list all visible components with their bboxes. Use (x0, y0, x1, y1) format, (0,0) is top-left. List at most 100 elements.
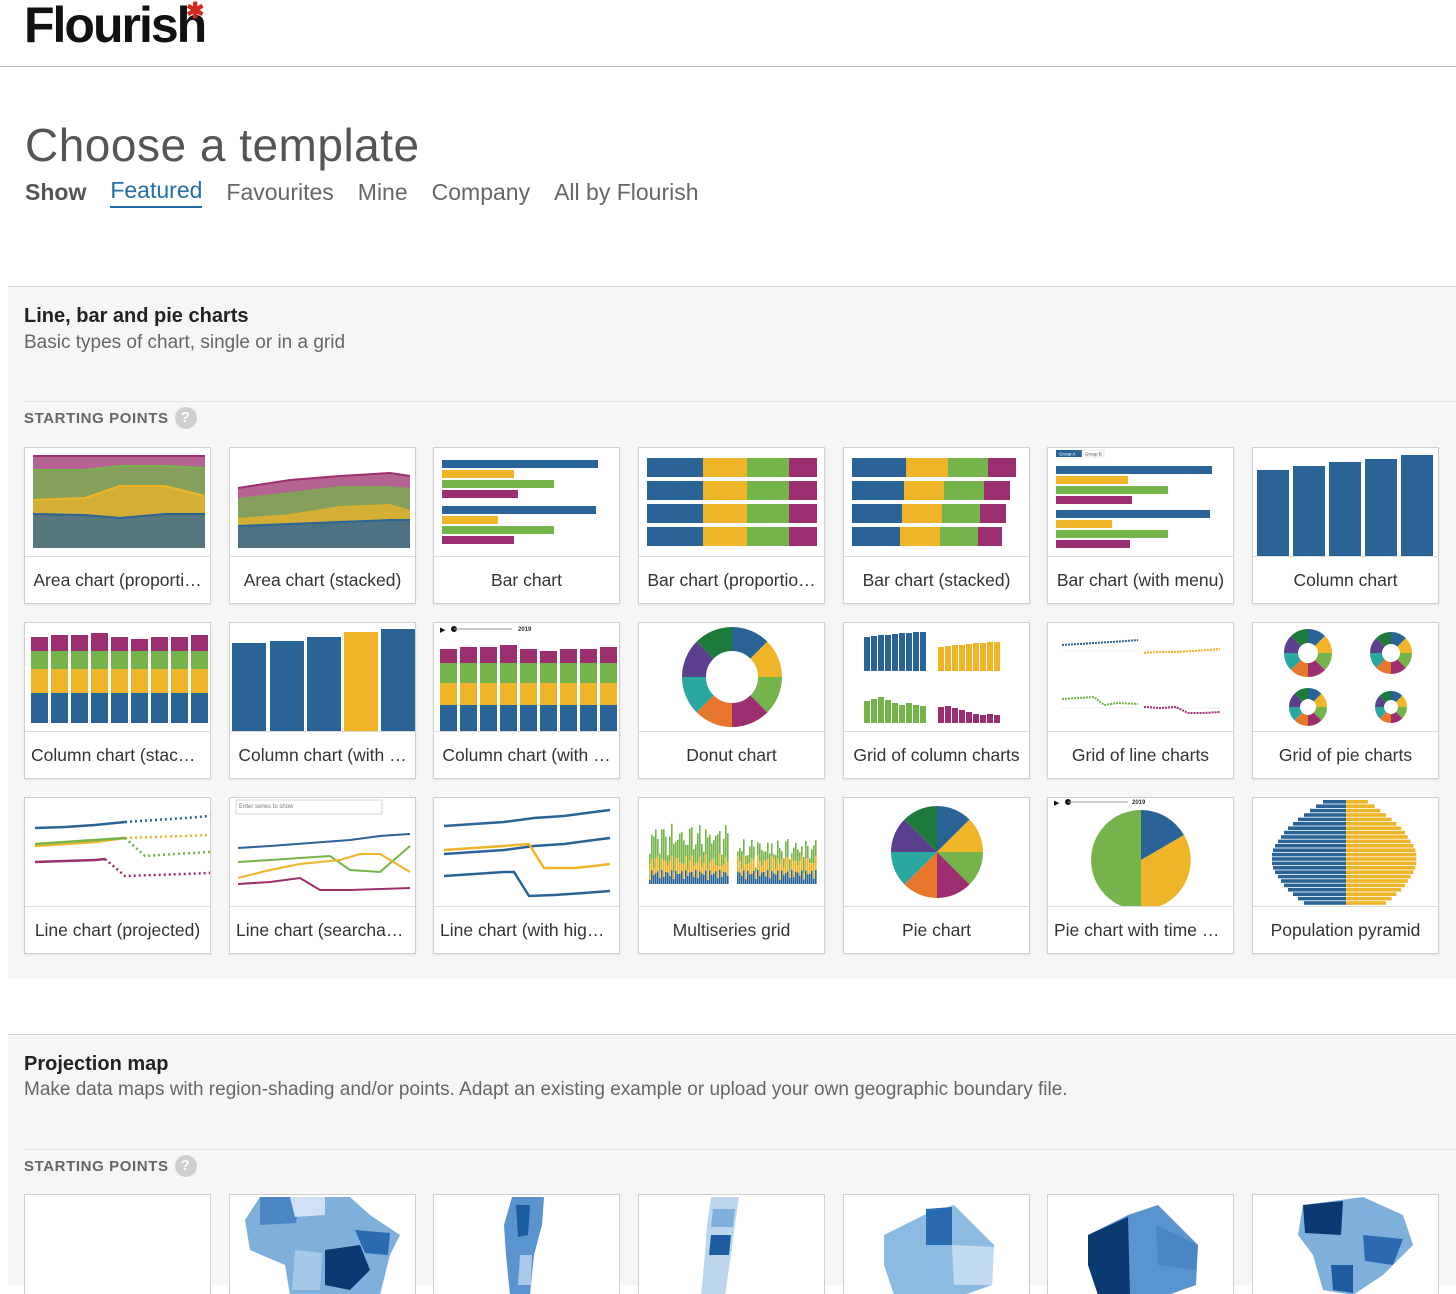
column-segment (171, 669, 188, 693)
series-bar (799, 852, 801, 861)
map-card-australia-dark[interactable] (1047, 1194, 1234, 1294)
pyramid-bar (1298, 817, 1346, 822)
filter-company[interactable]: Company (431, 178, 531, 205)
slice (1370, 638, 1385, 653)
series-bar (813, 845, 815, 864)
column-segment (171, 693, 188, 723)
series-bar (811, 849, 813, 864)
template-card-bar-stacked[interactable]: Bar chart (stacked) (843, 447, 1030, 604)
series-bar (693, 865, 695, 877)
column-segment (131, 693, 148, 723)
series-bar (711, 874, 713, 884)
column-segment (520, 705, 537, 731)
series-bar (687, 875, 689, 884)
series-bar (677, 857, 679, 874)
series-bar (787, 856, 789, 872)
template-card-column-with-highlight[interactable]: Column chart (with … (229, 622, 416, 779)
map-card-blank[interactable] (24, 1194, 211, 1294)
template-card-grid-of-line-charts[interactable]: Grid of line charts (1047, 622, 1234, 779)
filter-mine[interactable]: Mine (357, 178, 408, 205)
help-icon[interactable]: ? (174, 1155, 197, 1177)
pyramid-bar (1278, 874, 1346, 879)
template-card-bar-with-menu[interactable]: Group A Group B Bar chart (with menu) (1047, 447, 1234, 604)
column-segment (191, 669, 208, 693)
filter-all-by-flourish[interactable]: All by Flourish (554, 178, 699, 205)
series-bar (723, 864, 725, 872)
template-card-column-with-slider[interactable]: ▶ 2019 Column chart (with … (433, 622, 620, 779)
slice (891, 819, 937, 852)
column-segment (560, 649, 577, 663)
map-card-south-america-region[interactable] (638, 1194, 825, 1294)
template-card-line-highlights[interactable]: Line chart (with high… (433, 797, 620, 954)
series-bar (707, 869, 709, 880)
series-bar (687, 844, 689, 870)
column-segment (580, 705, 597, 731)
column-segment (131, 639, 148, 651)
series-bar (765, 851, 767, 861)
column-segment (71, 635, 88, 651)
thumbnail: Enter series to show (230, 798, 415, 906)
series-bar (669, 875, 671, 884)
series-bar (745, 855, 747, 865)
series-bar (719, 870, 721, 884)
column-segment (440, 683, 457, 705)
column-segment (91, 633, 108, 651)
series-bar (799, 875, 801, 884)
map-card-brazil[interactable] (1252, 1194, 1439, 1294)
template-card-donut-chart[interactable]: Donut chart (638, 622, 825, 779)
slice (1395, 707, 1407, 719)
template-card-line-searchable[interactable]: Enter series to show Line chart (searcha… (229, 797, 416, 954)
series-bar (649, 864, 651, 880)
pyramid-bar (1346, 808, 1381, 813)
series-bar (711, 859, 713, 875)
play-icon: ▶ (1054, 799, 1060, 807)
series-bar (757, 870, 759, 884)
slice (1291, 660, 1308, 677)
series-bar (723, 838, 725, 865)
template-card-bar-chart[interactable]: Bar chart (433, 447, 620, 604)
series-bar (747, 870, 749, 884)
template-card-area-stacked[interactable]: Area chart (stacked) (229, 447, 416, 604)
card-label: Bar chart (434, 556, 619, 603)
filter-favourites[interactable]: Favourites (226, 178, 334, 205)
pyramid-bar (1275, 844, 1346, 848)
slice (1294, 712, 1308, 726)
column-segment (580, 663, 597, 683)
series-bar (757, 841, 759, 856)
template-card-pie-time-slider[interactable]: ▶ 2019 Pie chart with time s… (1047, 797, 1234, 954)
template-card-pie-chart[interactable]: Pie chart (843, 797, 1030, 954)
help-icon[interactable]: ? (174, 407, 197, 429)
thumbnail (434, 448, 619, 556)
template-card-column-chart[interactable]: Column chart (1252, 447, 1439, 604)
template-card-multiseries-grid[interactable]: Multiseries grid (638, 797, 825, 954)
slice (1308, 660, 1325, 677)
series-bar (751, 873, 753, 884)
template-card-column-stacked[interactable]: Column chart (stack… (24, 622, 211, 779)
series-bar (679, 862, 681, 874)
template-card-grid-of-column-charts[interactable]: Grid of column charts (843, 622, 1030, 779)
map-card-africa[interactable] (229, 1194, 416, 1294)
series-bar (747, 855, 749, 865)
template-card-area-proportional[interactable]: Area chart (proporti… (24, 447, 211, 604)
template-card-population-pyramid[interactable]: Population pyramid (1252, 797, 1439, 954)
series-bar (685, 855, 687, 871)
series-bar (787, 839, 789, 857)
template-card-bar-proportional[interactable]: Bar chart (proportio… (638, 447, 825, 604)
flourish-logo[interactable]: Flourish (24, 0, 207, 53)
filter-featured[interactable]: Featured (110, 177, 203, 208)
template-card-grid-of-pie-charts[interactable]: Grid of pie charts (1252, 622, 1439, 779)
map-card-argentina[interactable] (433, 1194, 620, 1294)
series-bar (795, 842, 797, 861)
slice (1375, 707, 1387, 719)
thumbnail (434, 798, 619, 906)
slice (1308, 712, 1322, 726)
series-bar (779, 879, 781, 884)
series-bar (691, 827, 693, 856)
series-bar (649, 854, 651, 864)
pyramid-bar (1346, 839, 1411, 844)
map-card-australia-light[interactable] (843, 1194, 1030, 1294)
template-card-line-projected[interactable]: Line chart (projected) (24, 797, 211, 954)
series-bar (673, 872, 675, 879)
thumbnail (25, 798, 210, 906)
starting-points-label: STARTING POINTS ? (24, 1155, 197, 1177)
